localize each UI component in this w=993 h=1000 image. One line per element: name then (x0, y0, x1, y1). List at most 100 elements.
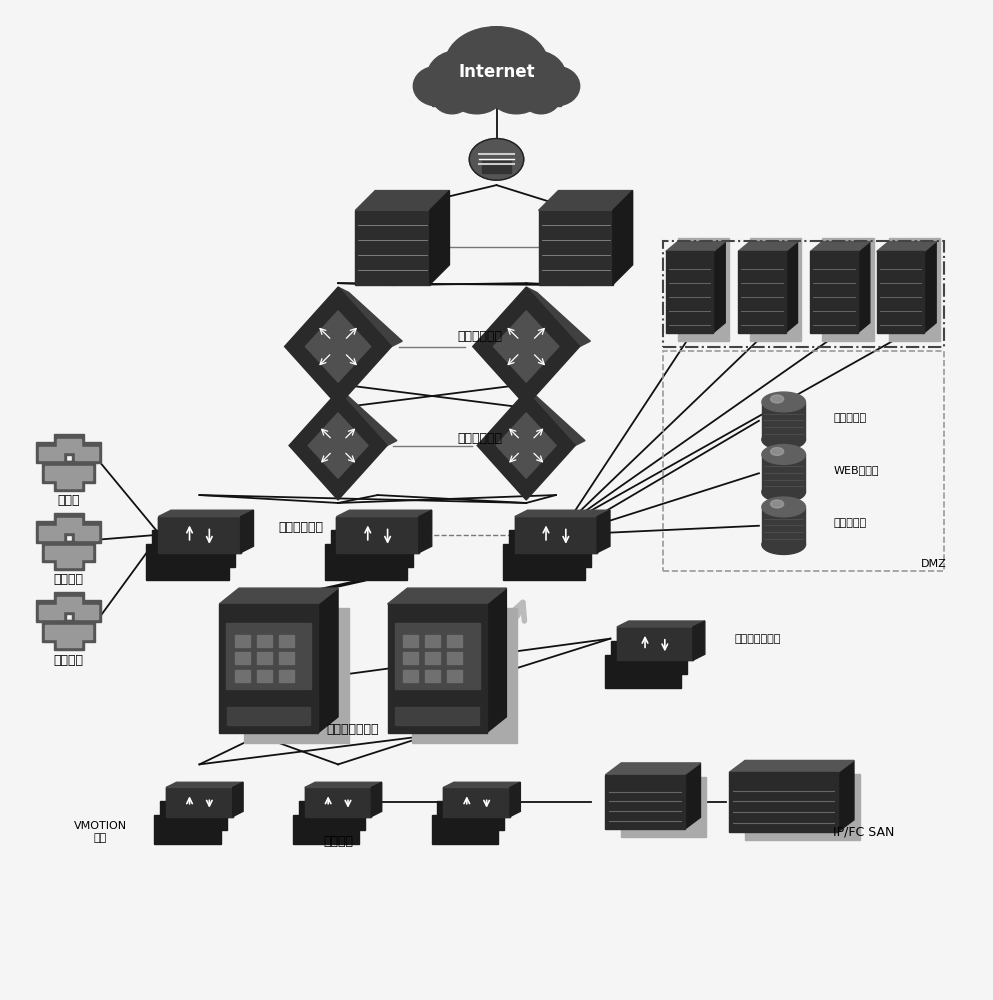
Text: 文件服务器: 文件服务器 (833, 413, 866, 423)
FancyBboxPatch shape (36, 521, 66, 543)
Bar (663, 241, 944, 347)
FancyBboxPatch shape (412, 608, 517, 743)
Polygon shape (331, 530, 413, 567)
FancyBboxPatch shape (74, 526, 98, 540)
Polygon shape (289, 391, 387, 500)
FancyBboxPatch shape (235, 670, 250, 682)
Text: 汇聚层交换机: 汇聚层交换机 (457, 432, 501, 445)
Polygon shape (514, 510, 610, 517)
FancyBboxPatch shape (54, 628, 83, 650)
Bar (432, 86, 561, 106)
Polygon shape (146, 544, 228, 580)
Ellipse shape (762, 482, 805, 502)
FancyBboxPatch shape (425, 635, 440, 647)
Polygon shape (738, 242, 797, 251)
FancyBboxPatch shape (394, 623, 480, 689)
Polygon shape (444, 782, 520, 787)
FancyBboxPatch shape (244, 608, 349, 743)
Polygon shape (617, 627, 693, 660)
Polygon shape (611, 641, 687, 674)
FancyBboxPatch shape (42, 541, 71, 562)
FancyBboxPatch shape (71, 442, 101, 463)
Ellipse shape (502, 50, 566, 102)
Ellipse shape (432, 78, 472, 114)
FancyBboxPatch shape (66, 541, 95, 562)
Polygon shape (158, 517, 240, 553)
Ellipse shape (762, 535, 805, 554)
Polygon shape (877, 242, 936, 251)
FancyBboxPatch shape (729, 772, 838, 832)
FancyBboxPatch shape (395, 707, 479, 725)
FancyBboxPatch shape (54, 513, 83, 535)
Ellipse shape (532, 66, 580, 106)
Polygon shape (487, 588, 506, 733)
FancyBboxPatch shape (403, 652, 418, 664)
Polygon shape (605, 655, 681, 688)
FancyBboxPatch shape (39, 447, 63, 460)
Polygon shape (606, 763, 700, 775)
Ellipse shape (771, 448, 783, 455)
Text: WEB服务器: WEB服务器 (833, 465, 879, 475)
Ellipse shape (470, 139, 523, 180)
Text: Internet: Internet (458, 63, 535, 81)
Polygon shape (502, 544, 585, 580)
FancyBboxPatch shape (66, 461, 95, 483)
Polygon shape (538, 210, 613, 285)
Polygon shape (822, 238, 874, 341)
FancyBboxPatch shape (45, 625, 69, 639)
FancyBboxPatch shape (447, 652, 462, 664)
FancyBboxPatch shape (74, 605, 98, 619)
FancyBboxPatch shape (57, 633, 80, 647)
Polygon shape (293, 815, 359, 844)
Polygon shape (285, 287, 391, 406)
FancyBboxPatch shape (387, 604, 487, 733)
Polygon shape (858, 242, 870, 333)
Polygon shape (473, 287, 580, 406)
Polygon shape (371, 782, 381, 817)
Polygon shape (538, 191, 633, 210)
FancyBboxPatch shape (45, 466, 69, 480)
Polygon shape (166, 782, 243, 787)
Text: 开发部门: 开发部门 (54, 573, 83, 586)
Polygon shape (693, 621, 705, 660)
Polygon shape (438, 801, 504, 830)
Bar (482, 161, 511, 173)
Ellipse shape (489, 70, 544, 114)
Polygon shape (160, 801, 226, 830)
Polygon shape (684, 763, 700, 829)
FancyBboxPatch shape (54, 434, 83, 455)
Polygon shape (889, 238, 940, 341)
Polygon shape (219, 588, 338, 604)
Text: IP/FC SAN: IP/FC SAN (833, 825, 895, 838)
Polygon shape (713, 242, 725, 333)
Polygon shape (924, 242, 936, 333)
FancyBboxPatch shape (279, 670, 294, 682)
FancyBboxPatch shape (877, 251, 924, 333)
Polygon shape (308, 413, 368, 478)
Polygon shape (337, 517, 419, 553)
Polygon shape (514, 517, 597, 553)
FancyBboxPatch shape (36, 442, 66, 463)
FancyBboxPatch shape (57, 518, 80, 532)
FancyBboxPatch shape (447, 635, 462, 647)
Text: 邮件服务器: 邮件服务器 (833, 518, 866, 528)
FancyBboxPatch shape (54, 469, 83, 491)
FancyBboxPatch shape (69, 466, 92, 480)
Polygon shape (613, 191, 633, 285)
FancyBboxPatch shape (54, 549, 83, 570)
Text: DMZ: DMZ (922, 559, 947, 569)
Ellipse shape (427, 50, 491, 102)
FancyBboxPatch shape (738, 251, 785, 333)
FancyBboxPatch shape (745, 774, 860, 840)
Polygon shape (338, 287, 402, 347)
FancyBboxPatch shape (36, 600, 66, 622)
Polygon shape (319, 588, 338, 733)
Ellipse shape (762, 430, 805, 449)
Polygon shape (729, 760, 854, 772)
FancyBboxPatch shape (762, 507, 805, 545)
FancyBboxPatch shape (279, 652, 294, 664)
Polygon shape (444, 787, 510, 817)
FancyBboxPatch shape (257, 670, 272, 682)
Polygon shape (338, 391, 397, 446)
Polygon shape (496, 413, 556, 478)
